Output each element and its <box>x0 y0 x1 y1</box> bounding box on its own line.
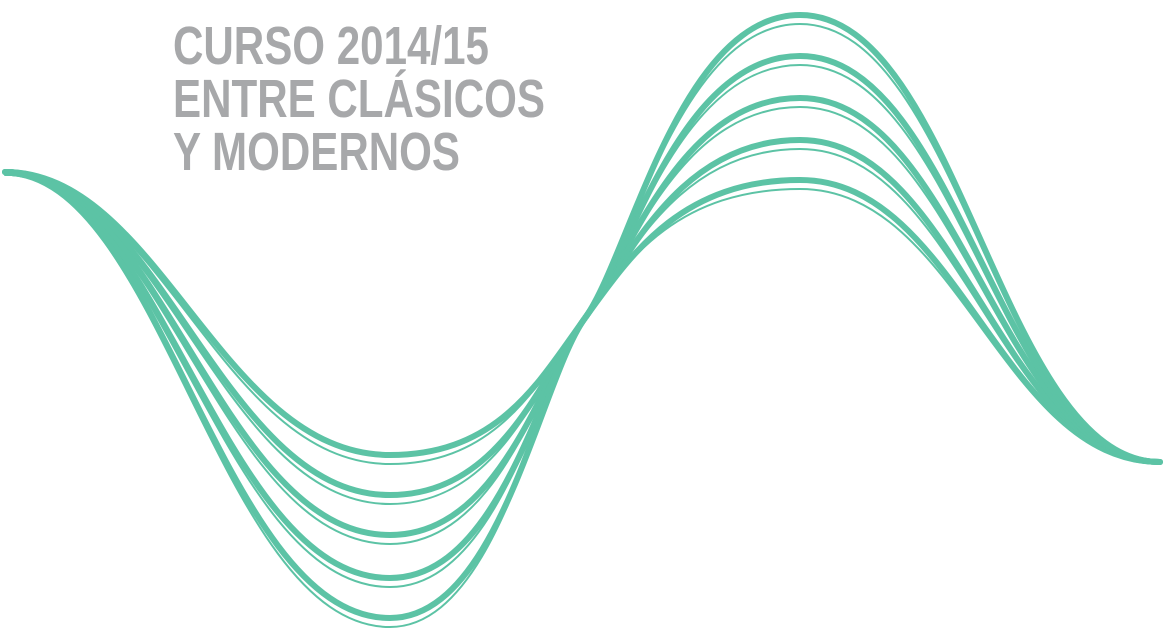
title-line: Y MODERNOS <box>173 122 460 182</box>
title-line: ENTRE CLÁSICOS <box>173 69 545 129</box>
waves <box>2 11 1163 629</box>
title-line: CURSO 2014/15 <box>173 16 489 76</box>
title: CURSO 2014/15 ENTRE CLÁSICOS Y MODERNOS <box>173 16 545 182</box>
wave-line <box>4 22 1161 629</box>
